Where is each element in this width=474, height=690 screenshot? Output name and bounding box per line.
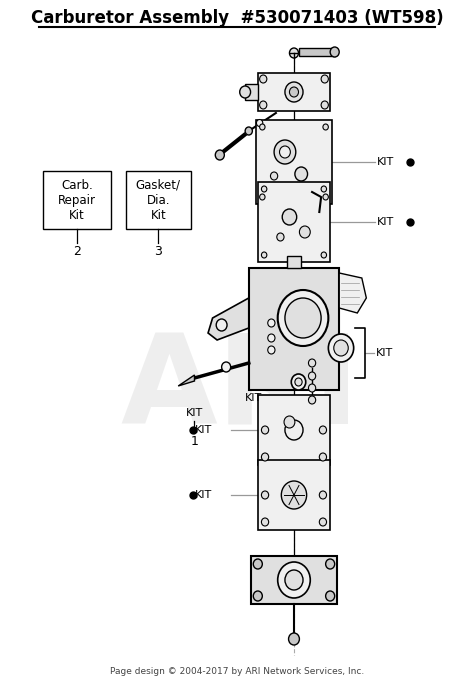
Text: KIT: KIT bbox=[375, 348, 392, 358]
Text: 3: 3 bbox=[155, 244, 162, 257]
Text: KIT: KIT bbox=[186, 408, 203, 418]
Bar bbox=[258, 460, 330, 530]
Circle shape bbox=[323, 124, 328, 130]
Circle shape bbox=[285, 570, 303, 590]
Circle shape bbox=[295, 378, 302, 386]
Circle shape bbox=[260, 194, 265, 200]
Circle shape bbox=[277, 233, 284, 241]
Text: Carburetor Assembly  #530071403 (WT598): Carburetor Assembly #530071403 (WT598) bbox=[31, 9, 443, 27]
Bar bbox=[258, 395, 330, 465]
Circle shape bbox=[282, 209, 297, 225]
Bar bbox=[245, 84, 258, 100]
Text: KIT: KIT bbox=[194, 490, 212, 500]
Text: KIT: KIT bbox=[377, 157, 394, 167]
Circle shape bbox=[319, 518, 327, 526]
Circle shape bbox=[245, 127, 252, 135]
Circle shape bbox=[309, 359, 316, 367]
Circle shape bbox=[262, 426, 269, 434]
Circle shape bbox=[240, 86, 251, 98]
Polygon shape bbox=[256, 120, 332, 204]
Text: ARI: ARI bbox=[120, 330, 359, 451]
Circle shape bbox=[290, 48, 299, 58]
Circle shape bbox=[253, 559, 262, 569]
Circle shape bbox=[291, 374, 306, 390]
Circle shape bbox=[319, 491, 327, 499]
Text: Carb.
Repair
Kit: Carb. Repair Kit bbox=[58, 179, 96, 221]
Circle shape bbox=[262, 453, 269, 461]
Polygon shape bbox=[258, 182, 330, 262]
Circle shape bbox=[260, 75, 267, 83]
Bar bbox=[43, 171, 111, 229]
Circle shape bbox=[285, 82, 303, 102]
Circle shape bbox=[222, 362, 231, 372]
Circle shape bbox=[278, 290, 328, 346]
Circle shape bbox=[300, 226, 310, 238]
Bar bbox=[299, 48, 335, 56]
Circle shape bbox=[309, 372, 316, 380]
Text: KIT: KIT bbox=[377, 217, 394, 227]
Circle shape bbox=[271, 172, 278, 180]
Circle shape bbox=[256, 119, 263, 126]
Text: 2: 2 bbox=[73, 244, 81, 257]
Circle shape bbox=[334, 340, 348, 356]
Circle shape bbox=[321, 101, 328, 109]
Circle shape bbox=[289, 633, 300, 645]
Circle shape bbox=[321, 252, 327, 258]
Circle shape bbox=[326, 559, 335, 569]
Polygon shape bbox=[208, 298, 249, 340]
Circle shape bbox=[262, 491, 269, 499]
Bar bbox=[126, 171, 191, 229]
Circle shape bbox=[262, 252, 267, 258]
Circle shape bbox=[330, 47, 339, 57]
Circle shape bbox=[319, 426, 327, 434]
Circle shape bbox=[262, 518, 269, 526]
Circle shape bbox=[285, 420, 303, 440]
Circle shape bbox=[295, 167, 308, 181]
Circle shape bbox=[321, 186, 327, 192]
Circle shape bbox=[323, 194, 328, 200]
Circle shape bbox=[321, 75, 328, 83]
Bar bbox=[258, 73, 330, 111]
Circle shape bbox=[216, 319, 227, 331]
Circle shape bbox=[309, 396, 316, 404]
Text: KIT: KIT bbox=[194, 425, 212, 435]
Circle shape bbox=[319, 453, 327, 461]
Text: Gasket/
Dia.
Kit: Gasket/ Dia. Kit bbox=[136, 179, 181, 221]
Circle shape bbox=[260, 124, 265, 130]
Text: 1: 1 bbox=[191, 435, 199, 448]
Circle shape bbox=[280, 146, 291, 158]
Circle shape bbox=[282, 481, 307, 509]
Circle shape bbox=[268, 346, 275, 354]
Circle shape bbox=[262, 186, 267, 192]
Text: Page design © 2004-2017 by ARI Network Services, Inc.: Page design © 2004-2017 by ARI Network S… bbox=[110, 667, 364, 676]
Circle shape bbox=[285, 298, 321, 338]
Circle shape bbox=[268, 319, 275, 327]
Circle shape bbox=[260, 101, 267, 109]
Text: KIT: KIT bbox=[245, 393, 262, 403]
Circle shape bbox=[326, 591, 335, 601]
Circle shape bbox=[284, 416, 295, 428]
Bar bbox=[251, 556, 337, 604]
Circle shape bbox=[268, 334, 275, 342]
Circle shape bbox=[253, 591, 262, 601]
Circle shape bbox=[215, 150, 224, 160]
Circle shape bbox=[328, 334, 354, 362]
Polygon shape bbox=[339, 273, 366, 313]
Circle shape bbox=[274, 140, 296, 164]
Polygon shape bbox=[178, 375, 194, 386]
Bar bbox=[249, 268, 339, 390]
Bar bbox=[287, 256, 301, 268]
Circle shape bbox=[309, 384, 316, 392]
Circle shape bbox=[278, 562, 310, 598]
Circle shape bbox=[290, 87, 299, 97]
